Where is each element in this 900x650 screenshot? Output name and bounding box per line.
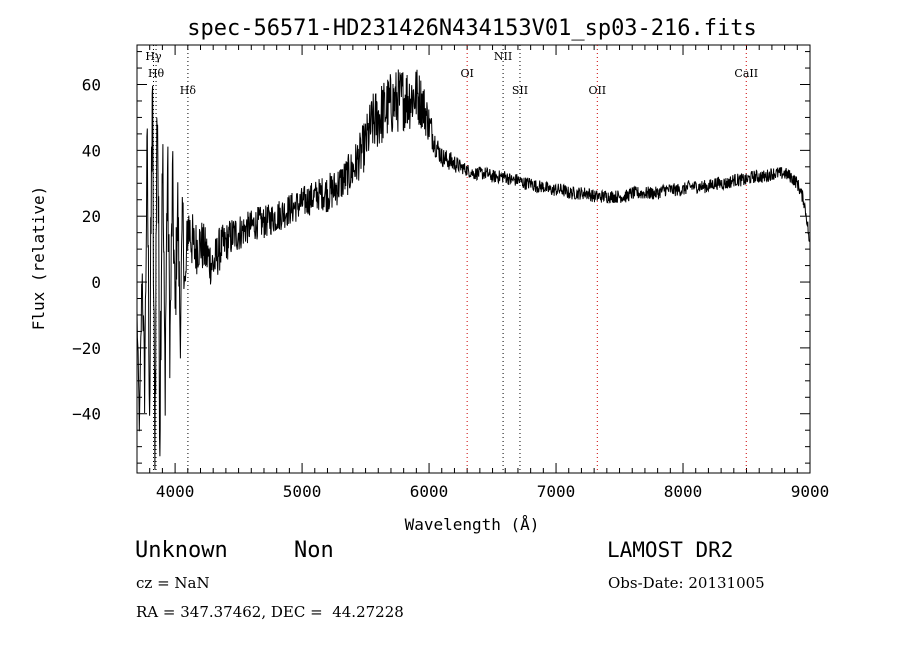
- spectral-line-label: Hθ: [148, 67, 165, 80]
- y-tick-label: 20: [82, 207, 101, 226]
- redshift-cz: cz = NaN: [136, 574, 210, 592]
- spectral-line-label: OII: [588, 84, 606, 97]
- plot-frame: [136, 44, 811, 474]
- y-axis-label: Flux (relative): [29, 186, 48, 331]
- y-tick-label: −20: [72, 339, 101, 358]
- chart-title: spec-56571-HD231426N434153V01_sp03-216.f…: [187, 16, 757, 41]
- x-tick-label: 7000: [537, 482, 576, 501]
- ra-dec-coordinates: RA = 347.37462, DEC = 44.27228: [136, 603, 404, 621]
- x-tick-label: 8000: [664, 482, 703, 501]
- x-tick-label: 6000: [410, 482, 449, 501]
- spectral-line-label: NII: [494, 50, 512, 63]
- observation-date: Obs-Date: 20131005: [608, 574, 765, 592]
- object-subclass: Non: [294, 538, 334, 563]
- y-tick-label: 0: [91, 273, 101, 292]
- x-tick-label: 4000: [156, 482, 195, 501]
- object-class: Unknown: [135, 538, 228, 563]
- x-axis-label: Wavelength (Å): [405, 515, 540, 534]
- y-tick-label: 60: [82, 76, 101, 95]
- spectral-line-label: OI: [460, 67, 473, 80]
- spectral-line-label: Hγ: [145, 50, 162, 63]
- survey-name: LAMOST DR2: [607, 538, 734, 562]
- y-tick-label: 40: [82, 141, 101, 160]
- spectral-line-label: SII: [512, 84, 528, 97]
- x-tick-label: 5000: [283, 482, 322, 501]
- spectrum-line: [136, 69, 811, 470]
- spectral-line-label: CaII: [734, 67, 758, 80]
- y-tick-label: −40: [72, 405, 101, 424]
- x-tick-label: 9000: [791, 482, 830, 501]
- spectral-line-label: Hδ: [180, 84, 197, 97]
